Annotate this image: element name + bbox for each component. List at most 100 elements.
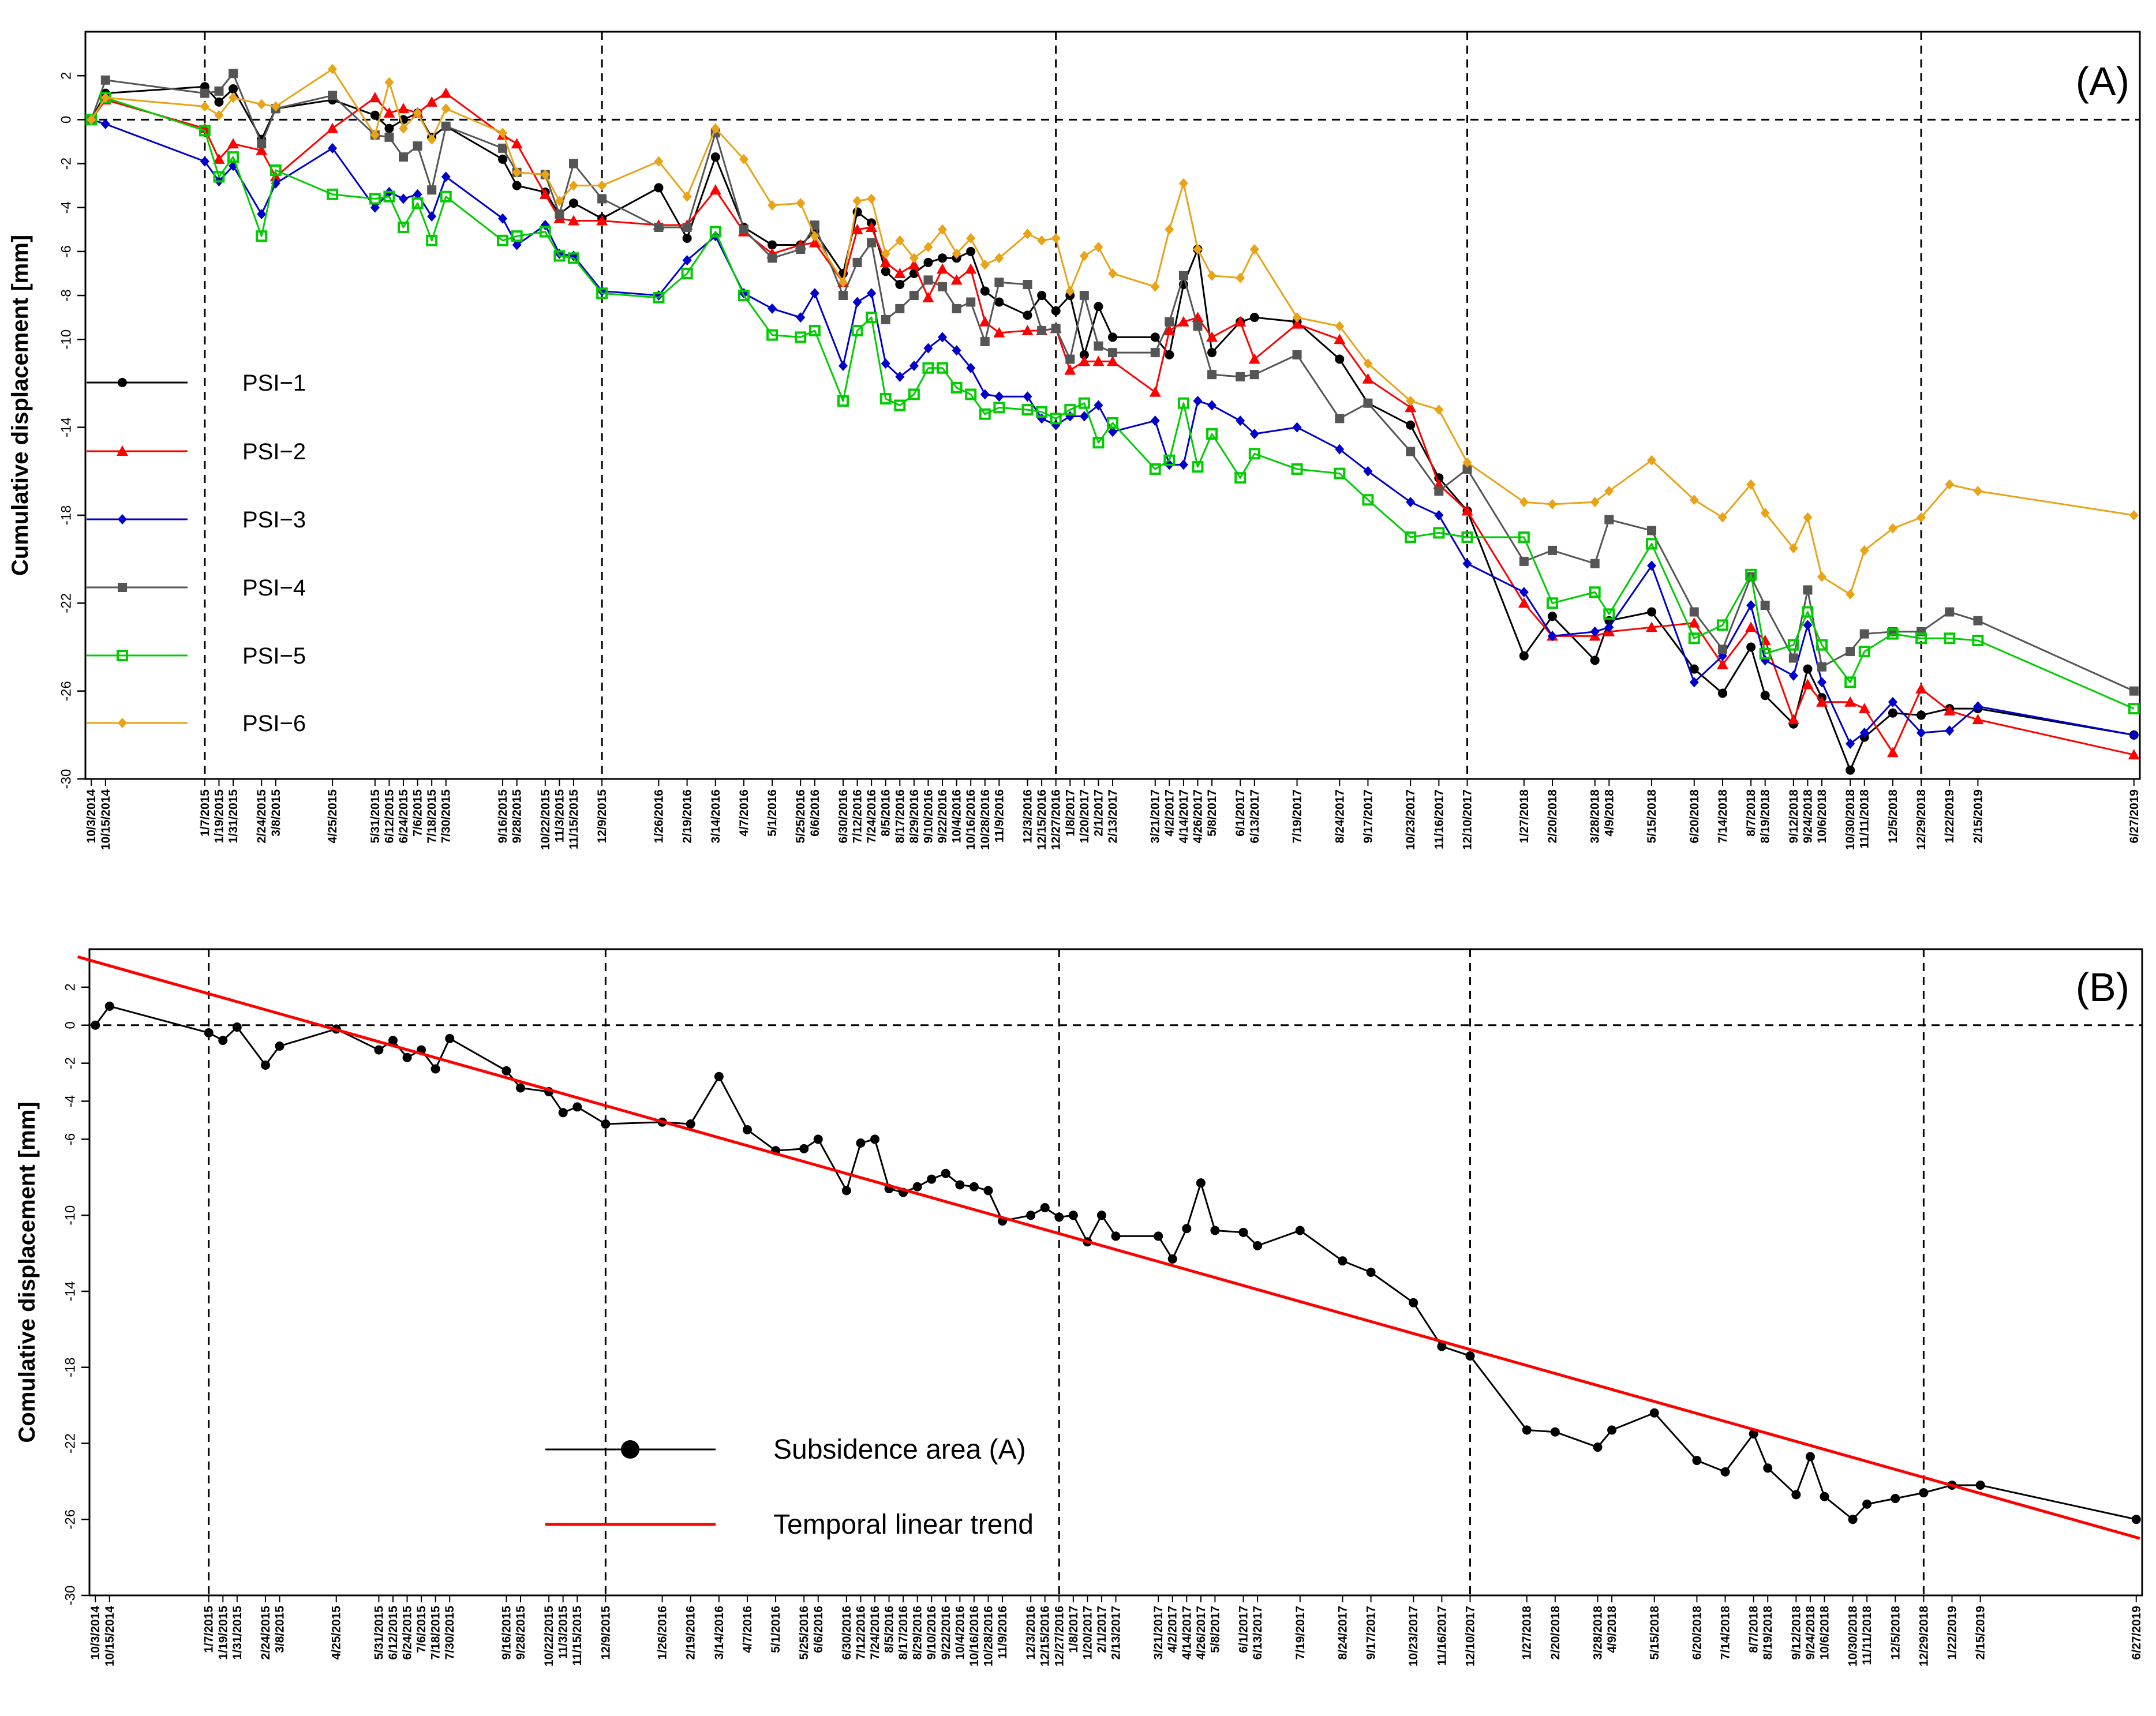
x-tick-label: 12/9/2015: [599, 1606, 612, 1660]
x-tick-label: 11/9/2016: [993, 789, 1006, 842]
data-point: [1051, 419, 1061, 430]
data-point: [1234, 472, 1247, 484]
data-point: [909, 291, 919, 301]
data-point: [852, 196, 862, 207]
data-point: [327, 122, 339, 133]
data-point: [955, 1180, 965, 1190]
data-point: [2129, 686, 2139, 696]
data-point: [1236, 372, 1245, 381]
x-tick-label: 9/16/2015: [496, 789, 510, 844]
series-line-psi-5: [90, 96, 2135, 710]
x-tick-label: 2/15/2019: [1971, 789, 1985, 843]
data-point: [411, 197, 424, 209]
data-point: [937, 263, 949, 274]
data-point: [980, 337, 990, 347]
data-point: [511, 138, 523, 149]
data-point: [1802, 606, 1814, 618]
data-point: [498, 143, 508, 153]
data-point: [567, 215, 579, 226]
data-point: [1051, 233, 1061, 244]
data-point: [440, 190, 452, 203]
data-point: [1760, 508, 1770, 519]
data-point: [100, 92, 110, 103]
x-tick-label: 12/27/2016: [1053, 1606, 1066, 1666]
data-point: [1406, 447, 1416, 456]
data-point: [952, 304, 961, 313]
data-point: [796, 198, 806, 209]
data-point: [1238, 1227, 1248, 1237]
x-tick-label: 12/29/2018: [1915, 789, 1928, 850]
data-point: [796, 312, 806, 323]
x-tick-label: 10/28/2016: [982, 1606, 995, 1666]
legend-label-psi-3: PSI−3: [242, 507, 306, 533]
data-point: [768, 240, 777, 250]
data-point: [682, 191, 692, 202]
data-point: [813, 1134, 823, 1144]
data-point: [1249, 370, 1259, 380]
y-tick-label: -10: [58, 329, 74, 350]
data-point: [1888, 696, 1897, 707]
data-point: [808, 325, 821, 336]
data-point: [568, 159, 578, 168]
data-point: [979, 316, 991, 327]
x-tick-label: 4/2/2017: [1166, 1606, 1180, 1653]
x-tick-label: 4/14/2017: [1180, 1606, 1193, 1659]
data-point: [1092, 355, 1105, 366]
data-point: [980, 286, 990, 296]
x-tick-label: 6/30/2016: [840, 1606, 854, 1659]
data-point: [1760, 601, 1770, 610]
data-point: [1023, 391, 1032, 402]
data-point: [1079, 350, 1089, 359]
x-tick-label: 12/10/2017: [1463, 1606, 1477, 1666]
data-point: [1037, 235, 1047, 246]
data-point: [1177, 316, 1189, 327]
y-tick-label: -4: [58, 201, 74, 213]
data-point: [1716, 658, 1728, 669]
series-psi-5: [85, 92, 2140, 715]
series-temporal-linear-trend: [77, 955, 2140, 1540]
data-point: [1647, 607, 1657, 617]
y-tick-label: -8: [58, 289, 74, 301]
data-point: [398, 221, 410, 233]
data-point: [739, 224, 748, 234]
data-point: [1094, 400, 1103, 411]
x-tick-label: 8/19/2018: [1759, 789, 1772, 844]
x-tick-label: 1/19/2015: [212, 789, 226, 844]
x-tick-label: 7/14/2018: [1719, 1606, 1732, 1660]
x-tick-label: 10/22/2015: [542, 1606, 556, 1666]
data-point: [980, 259, 990, 270]
legend-label-subsidence-area-a: Subsidence area (A): [773, 1434, 1026, 1465]
data-point: [427, 211, 437, 222]
data-point: [742, 1125, 752, 1134]
data-point: [923, 242, 933, 253]
data-point: [1050, 413, 1062, 425]
data-point: [1150, 281, 1160, 292]
data-point: [1108, 348, 1117, 358]
x-tick-label: 5/8/2017: [1206, 789, 1219, 837]
data-point: [879, 256, 892, 267]
x-tick-label: 6/20/2018: [1688, 789, 1701, 844]
x-tick-label: 10/23/2017: [1404, 789, 1417, 850]
data-point: [1917, 728, 1926, 739]
data-point: [950, 274, 963, 285]
x-tick-label: 9/24/2018: [1804, 1606, 1817, 1660]
x-tick-label: 9/22/2016: [939, 1606, 953, 1659]
data-point: [232, 1022, 242, 1032]
data-point: [2129, 729, 2139, 740]
data-point: [1065, 354, 1075, 364]
data-point: [384, 123, 394, 133]
data-point: [1817, 571, 1826, 582]
x-tick-label: 4/25/2015: [330, 1606, 343, 1660]
data-point: [927, 1174, 937, 1184]
x-tick-label: 6/24/2015: [401, 1606, 414, 1660]
data-point: [1291, 318, 1303, 329]
y-tick-label: -30: [62, 1586, 78, 1606]
data-point: [426, 234, 438, 246]
data-point: [399, 152, 409, 162]
data-point: [1021, 404, 1034, 416]
data-point: [1689, 664, 1699, 674]
data-point: [501, 1066, 511, 1076]
x-tick-label: 8/17/2016: [897, 1606, 910, 1659]
data-point: [1973, 486, 1983, 497]
